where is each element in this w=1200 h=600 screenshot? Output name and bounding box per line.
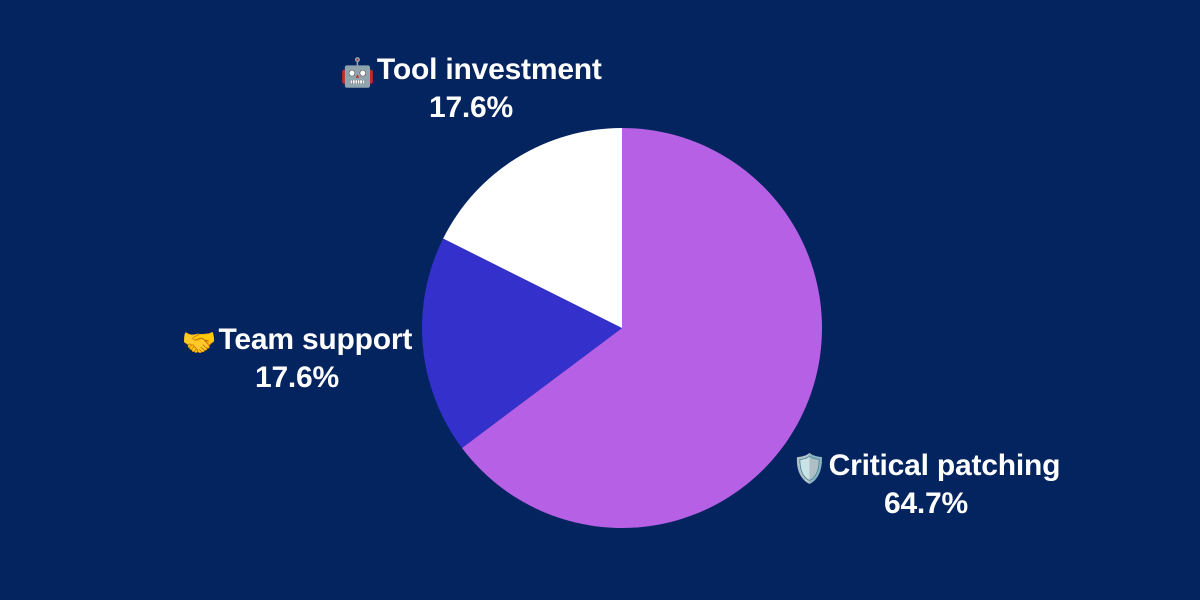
pie-label-tool-investment-percent: 17.6% [428, 91, 514, 125]
pie-slice-critical-patching[interactable] [461, 128, 822, 529]
pie-label-team-support-text: Team support [218, 323, 413, 356]
pie-label-critical-patching-row: 🛡️Critical patching [792, 448, 1061, 486]
pie-label-tool-investment-row: 🤖Tool investment [340, 52, 602, 90]
shield-icon: 🛡️ [792, 452, 827, 485]
pie-label-critical-patching-percent: 64.7% [883, 487, 969, 521]
pie-slice-tool-investment[interactable] [443, 128, 622, 328]
handshake-icon: 🤝 [181, 326, 217, 359]
pie-label-critical-patching-text: Critical patching [828, 449, 1061, 482]
pie-label-critical-patching: 🛡️Critical patching 64.7% [792, 448, 1061, 523]
pie-label-tool-investment: 🤖Tool investment 17.6% [340, 52, 602, 127]
pie-slice-team-support[interactable] [421, 238, 622, 448]
pie-label-team-support: 🤝Team support 17.6% [180, 322, 414, 397]
pie-label-team-support-row: 🤝Team support [180, 322, 414, 360]
pie-label-tool-investment-text: Tool investment [376, 53, 602, 86]
robot-icon: 🤖 [340, 56, 375, 89]
pie-label-team-support-percent: 17.6% [254, 361, 340, 395]
